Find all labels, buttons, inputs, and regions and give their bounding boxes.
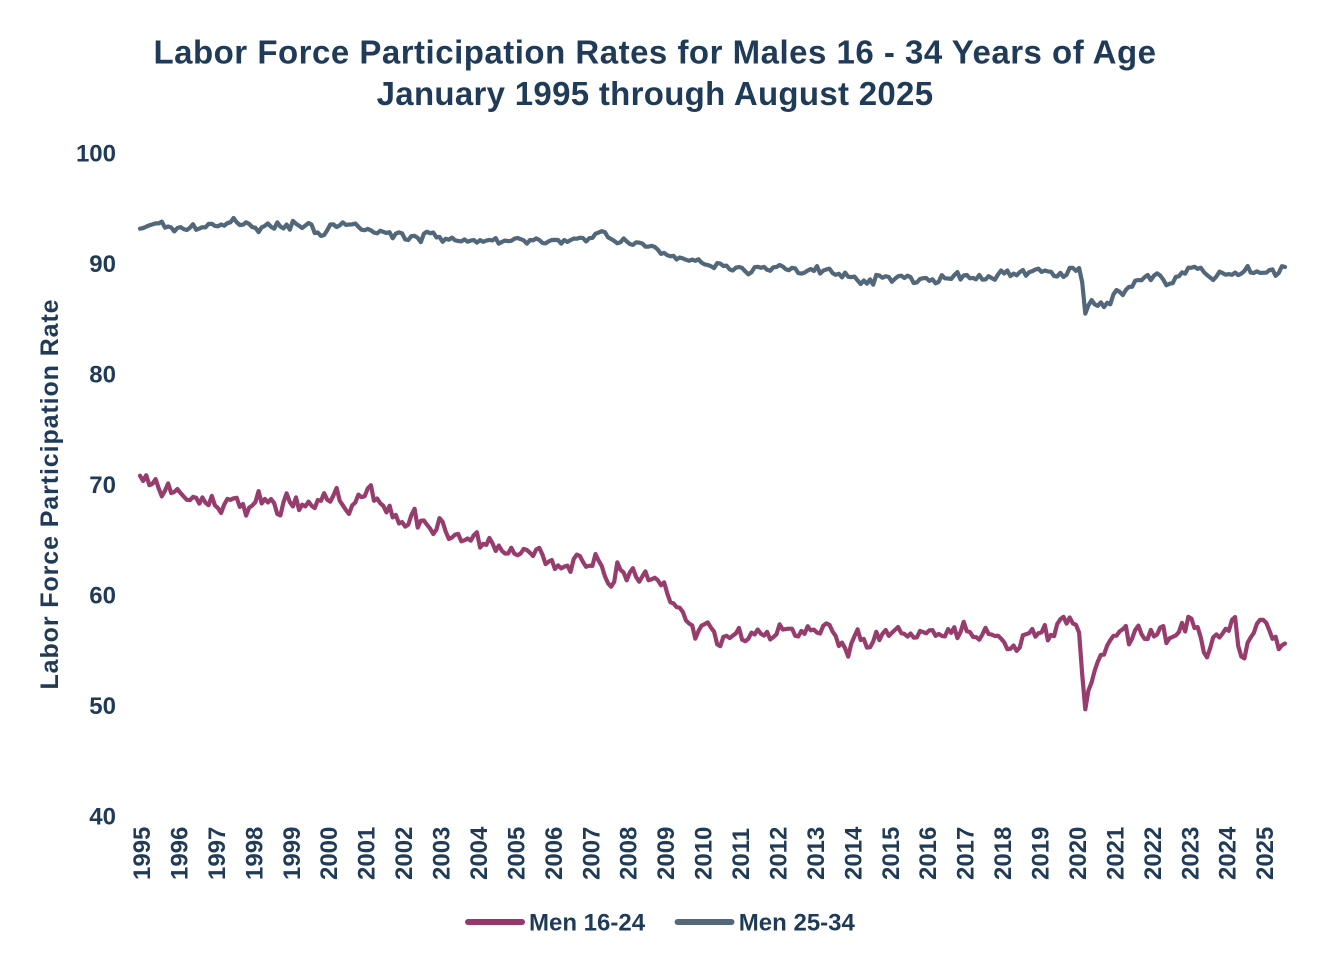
svg-text:2018: 2018 [990,827,1017,880]
svg-text:50: 50 [89,693,116,720]
svg-text:2014: 2014 [840,826,867,880]
svg-text:2000: 2000 [316,827,343,880]
svg-text:Labor Force Participation Rate: Labor Force Participation Rate [36,299,64,690]
svg-text:2003: 2003 [429,827,456,880]
svg-text:2005: 2005 [503,827,530,880]
svg-text:2024: 2024 [1215,826,1242,880]
svg-text:1997: 1997 [204,827,231,880]
svg-text:2004: 2004 [466,826,493,880]
svg-text:2011: 2011 [728,828,755,880]
svg-text:40: 40 [89,803,116,830]
svg-text:1999: 1999 [279,827,306,880]
svg-text:Men 16-24: Men 16-24 [529,910,646,937]
svg-text:1995: 1995 [129,827,156,880]
svg-text:2017: 2017 [953,827,980,880]
svg-text:80: 80 [89,361,116,388]
svg-text:2006: 2006 [541,827,568,880]
svg-text:2025: 2025 [1252,827,1279,880]
svg-text:70: 70 [89,472,116,499]
svg-text:100: 100 [76,140,116,167]
svg-text:2013: 2013 [803,827,830,880]
svg-text:January 1995 through August 20: January 1995 through August 2025 [377,75,934,112]
svg-text:Men 25-34: Men 25-34 [739,910,856,937]
svg-text:2022: 2022 [1140,827,1167,880]
svg-text:2023: 2023 [1177,827,1204,880]
svg-text:2009: 2009 [653,827,680,880]
svg-text:Labor Force Participation Rate: Labor Force Participation Rates for Male… [153,34,1156,71]
svg-text:2019: 2019 [1028,827,1055,880]
svg-text:60: 60 [89,582,116,609]
svg-text:2001: 2001 [354,827,381,880]
svg-text:2012: 2012 [766,827,793,880]
svg-text:2008: 2008 [616,827,643,880]
svg-text:1996: 1996 [166,827,193,880]
svg-text:90: 90 [89,251,116,278]
svg-text:2021: 2021 [1102,827,1129,880]
svg-text:2010: 2010 [691,827,718,880]
svg-text:2007: 2007 [578,827,605,880]
svg-text:1998: 1998 [241,827,268,880]
svg-text:2020: 2020 [1065,827,1092,880]
svg-text:2015: 2015 [878,827,905,880]
svg-text:2016: 2016 [915,827,942,880]
svg-text:2002: 2002 [391,827,418,880]
